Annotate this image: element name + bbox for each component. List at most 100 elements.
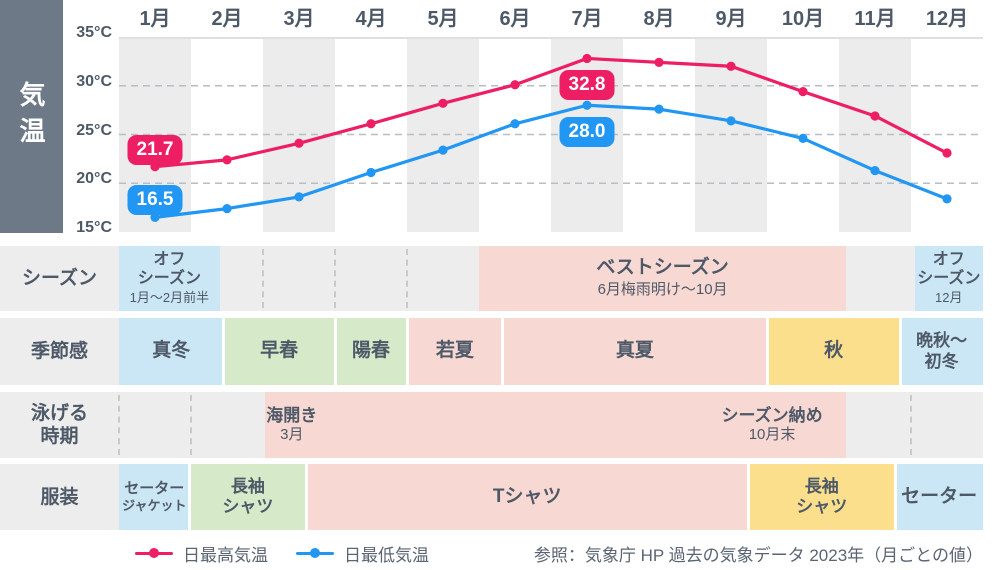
band-cell: 真夏 (502, 318, 767, 385)
max-temp-line (153, 56, 949, 169)
temperature-chart: 気温 1月 2月 3月 4月 5月 6月 7月 8月 9月 10月 11月 12月 35°C 30°C 2… (0, 0, 992, 246)
cell-label: 長袖 (804, 476, 839, 496)
month-label: 3月 (283, 8, 315, 30)
y-tick-label: 20°C (76, 170, 112, 188)
cell-label: ベストシーズン (596, 257, 729, 279)
band-cell: 晩秋〜 初冬 (900, 318, 983, 385)
cell-divider (893, 464, 897, 530)
y-tick-label: 15°C (76, 219, 112, 236)
row-label: シーズン (0, 246, 119, 311)
band-cell: 早春 (223, 318, 335, 385)
min-temp-line (153, 103, 949, 219)
data-point (582, 100, 592, 110)
month-label: 9月 (715, 8, 747, 30)
value-badge: 21.7 (127, 134, 183, 165)
data-point (222, 204, 232, 214)
plot-area (119, 37, 983, 232)
legend-items: 日最高気温 日最低気温 (135, 541, 457, 566)
month-label: 2月 (211, 8, 243, 30)
row-label-line: 時期 (40, 426, 79, 447)
row-label: 服装 (0, 464, 119, 530)
band-cell: 真冬 (119, 318, 224, 385)
y-axis-title: 気温 (0, 0, 63, 233)
band-cell: セーター ジャケット (119, 464, 190, 530)
y-axis-ticks: 35°C 30°C 25°C 20°C 15°C (0, 0, 114, 246)
data-point (582, 53, 592, 64)
month-label: 11月 (854, 8, 896, 30)
cell-label: シーズン (137, 269, 201, 287)
cell-sublabel: 12月 (935, 289, 963, 305)
cell-text-block: 海開き 3月 (266, 405, 317, 445)
month-label: 5月 (427, 8, 459, 30)
cell-sublabel: 6月梅雨明け〜10月 (597, 280, 728, 298)
row-label: 季節感 (0, 318, 119, 385)
data-point (222, 155, 232, 165)
cell-divider (304, 464, 308, 530)
data-point (726, 116, 736, 126)
data-point (366, 167, 376, 178)
data-point (798, 87, 808, 97)
cell-label: シーズン (917, 269, 981, 287)
data-point (870, 165, 880, 176)
cell-divider (405, 318, 409, 385)
data-point (726, 61, 736, 71)
block-sub-label: 10月末 (748, 426, 796, 444)
month-header: 1月 2月 3月 4月 5月 6月 7月 8月 9月 10月 11月 12月 (119, 0, 983, 32)
month-separator-dash (910, 395, 912, 455)
month-label: 7月 (571, 8, 603, 30)
band-row: 服装 セーター ジャケット 長袖 シャツ Tシャツ 長袖 シャツ セーター (0, 464, 983, 530)
month-label: 4月 (355, 8, 387, 30)
month-label: 6月 (499, 8, 531, 30)
band-cell: Tシャツ (306, 464, 749, 530)
data-point (294, 138, 304, 148)
legend-item-min-temp: 日最低気温 (296, 541, 429, 566)
cell-label: 初冬 (924, 351, 959, 371)
source-note: 参照：気象庁 HP 過去の気象データ 2023年（月ごとの値） (533, 545, 983, 565)
legend-dot (310, 548, 320, 558)
data-point (798, 133, 808, 143)
band-cell: 若夏 (407, 318, 503, 385)
value-badge: 32.8 (559, 70, 615, 101)
value-badge: 16.5 (127, 185, 183, 216)
month-label: 1月 (139, 8, 171, 30)
block-main-label: 海開き (266, 406, 318, 425)
band-row: シーズン オフ シーズン 1月〜2月前半 ベストシーズン 6月梅雨明け〜10月 オフ シーズン… (0, 246, 983, 311)
row-label: 泳げる 時期 (0, 392, 119, 458)
band-cell: 陽春 (335, 318, 407, 385)
cell-label: セーター (124, 480, 185, 498)
row-label-line: 服装 (40, 486, 79, 508)
value-badge: 28.0 (559, 117, 615, 148)
band-row: 泳げる 時期 海開き 3月 シーズン納め 10月末 (0, 392, 983, 458)
data-point (294, 192, 304, 202)
month-label: 12月 (925, 8, 969, 30)
cell-label: オフ (932, 251, 965, 268)
data-point (654, 104, 664, 114)
band-cell: 長袖 シャツ (189, 464, 307, 530)
data-point (942, 194, 952, 204)
y-tick-label: 30°C (76, 72, 112, 90)
cell-sublabel: 1月〜2月前半 (129, 289, 210, 305)
band-cell: オフ シーズン 1月〜2月前半 (119, 246, 220, 311)
cell-label: セーター (901, 485, 978, 507)
row-label-line: シーズン (21, 268, 98, 289)
block-sub-label: 3月 (280, 426, 304, 444)
cell-divider (501, 318, 505, 385)
cell-divider (765, 318, 769, 385)
data-point (654, 57, 664, 67)
y-tick-label: 25°C (76, 121, 112, 139)
cell-label: 長袖 (230, 476, 265, 496)
row-label-line: 季節感 (30, 341, 88, 362)
data-point (510, 119, 520, 129)
y-axis-title-text: 気温 (16, 80, 46, 153)
data-point (942, 148, 952, 158)
cell-label: 真夏 (615, 340, 654, 362)
cell-label: 陽春 (351, 340, 390, 362)
band-row: 季節感 真冬 早春 陽春 若夏 真夏 秋 晩秋〜 初冬 (0, 318, 983, 385)
data-point (870, 111, 880, 121)
cell-divider (188, 464, 192, 530)
cell-divider (221, 318, 225, 385)
band-cell: 海開き 3月 シーズン納め 10月末 (265, 392, 847, 458)
data-point (438, 98, 448, 108)
band-cell: 長袖 シャツ (748, 464, 896, 530)
